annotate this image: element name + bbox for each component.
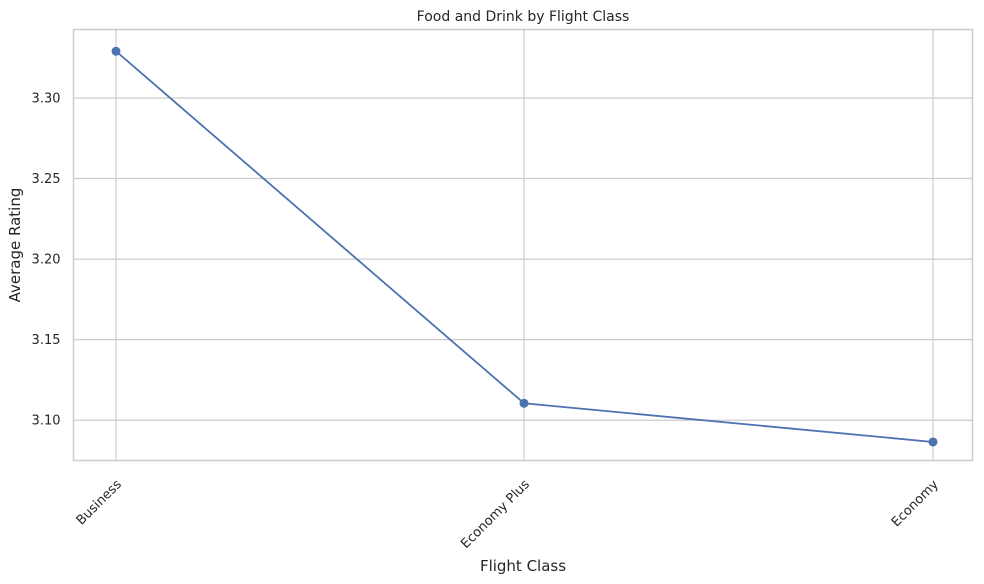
data-point bbox=[928, 437, 938, 447]
x-tick-label: Economy Plus bbox=[458, 477, 533, 552]
data-point bbox=[111, 46, 121, 56]
data-point bbox=[519, 398, 529, 408]
plot-frame bbox=[72, 28, 974, 462]
x-tick-labels: Business Economy Plus Economy bbox=[74, 477, 942, 552]
y-tick-label: 3.15 bbox=[32, 333, 61, 348]
chart-title: Food and Drink by Flight Class bbox=[417, 9, 630, 25]
x-axis-label: Flight Class bbox=[480, 557, 566, 575]
y-tick-label: 3.10 bbox=[32, 414, 61, 429]
y-tick-label: 3.30 bbox=[32, 91, 61, 106]
grid bbox=[73, 29, 973, 461]
y-tick-labels: 3.10 3.15 3.20 3.25 3.30 bbox=[32, 91, 61, 428]
y-axis-label: Average Rating bbox=[6, 188, 24, 303]
series bbox=[111, 46, 938, 447]
x-tick-label: Business bbox=[74, 477, 125, 528]
y-tick-label: 3.25 bbox=[32, 172, 61, 187]
y-tick-label: 3.20 bbox=[32, 253, 61, 268]
x-tick-label: Economy bbox=[889, 477, 942, 530]
